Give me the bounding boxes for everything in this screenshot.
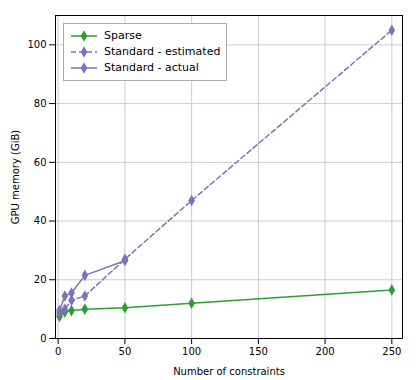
svg-text:0: 0: [40, 333, 46, 344]
svg-text:20: 20: [34, 274, 47, 285]
svg-text:60: 60: [34, 157, 47, 168]
html-text:Sparse: Sparse: [104, 29, 142, 42]
svg-text:100: 100: [27, 39, 46, 50]
svg-text:Number of constraints: Number of constraints: [173, 366, 285, 377]
svg-text:80: 80: [34, 98, 47, 109]
svg-text:150: 150: [249, 346, 268, 357]
svg-text:100: 100: [182, 346, 201, 357]
svg-text:50: 50: [119, 346, 132, 357]
svg-text:250: 250: [382, 346, 401, 357]
html-text:Standard - estimated: Standard - estimated: [104, 45, 221, 58]
svg-text:40: 40: [34, 215, 47, 226]
svg-text:GPU memory (GiB): GPU memory (GiB): [10, 130, 21, 225]
svg-text:0: 0: [55, 346, 61, 357]
html-text:Standard - actual: Standard - actual: [104, 61, 199, 74]
svg-text:200: 200: [316, 346, 335, 357]
